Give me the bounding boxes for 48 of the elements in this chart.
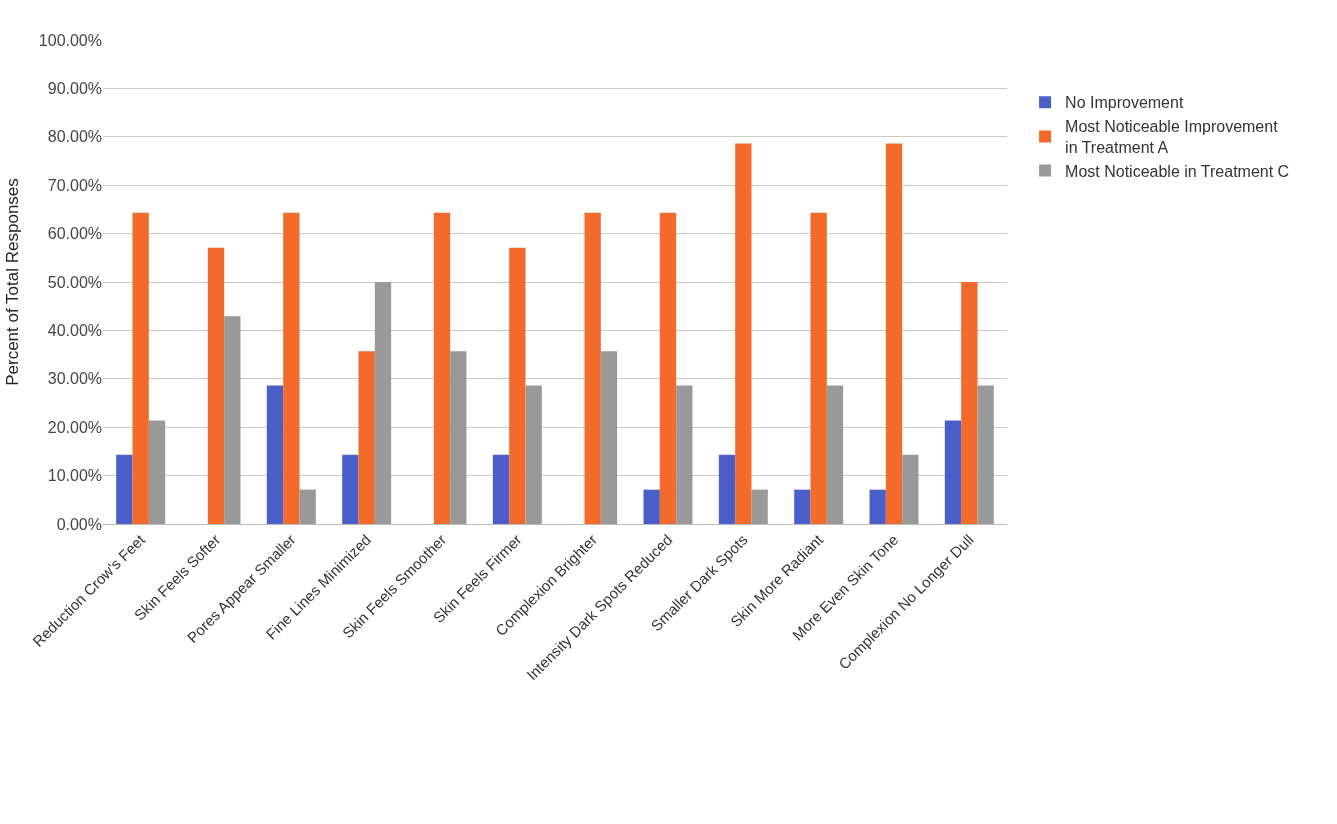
bar: [358, 351, 375, 524]
y-tick-label: 40.00%: [47, 322, 102, 339]
bar: [116, 454, 133, 524]
bar: [132, 212, 149, 524]
bar: [676, 385, 693, 524]
bar: [810, 212, 827, 524]
y-tick-label: 80.00%: [47, 128, 102, 146]
bar: [869, 489, 886, 524]
bar: [509, 247, 526, 524]
y-tick-label: 20.00%: [47, 418, 102, 436]
bar: [450, 351, 467, 524]
bar: [207, 247, 225, 524]
y-tick-label: 90.00%: [47, 80, 102, 97]
bar: [944, 420, 962, 524]
bar: [718, 454, 736, 524]
bar: [885, 143, 903, 524]
bar: [148, 420, 166, 524]
y-tick-label: 30.00%: [47, 370, 102, 388]
bar: [584, 212, 601, 524]
y-tick-label: 0.00%: [56, 515, 102, 533]
bar: [826, 385, 844, 524]
y-tick-label: 60.00%: [47, 225, 102, 243]
legend-label: No Improvement: [1065, 94, 1184, 112]
bar: [492, 454, 510, 524]
bar: [433, 212, 451, 524]
bar: [643, 489, 660, 524]
legend-label: Most Noticeable in Treatment C: [1065, 162, 1290, 180]
legend-label: Most Noticeable Improvement in Treatment A: [1065, 118, 1279, 157]
bar: [525, 385, 542, 524]
y-axis-title: Percent of Total Responses: [3, 178, 23, 386]
y-tick-label: 70.00%: [47, 176, 102, 194]
bar: [342, 454, 359, 524]
bar: [902, 454, 919, 524]
bar: [659, 212, 677, 524]
bar: [299, 489, 316, 524]
bar: [224, 316, 241, 524]
y-tick-label: 10.00%: [47, 467, 102, 485]
bar: [977, 385, 994, 524]
bar: [600, 351, 618, 524]
y-tick-label: 100.00%: [38, 31, 102, 49]
bar: [961, 282, 978, 524]
y-tick-label: 50.00%: [47, 273, 102, 291]
bar: [751, 489, 768, 524]
bar: [283, 212, 300, 524]
bar: [794, 489, 811, 524]
bar: [735, 143, 752, 524]
bar: [266, 385, 284, 524]
bar: [374, 282, 392, 524]
